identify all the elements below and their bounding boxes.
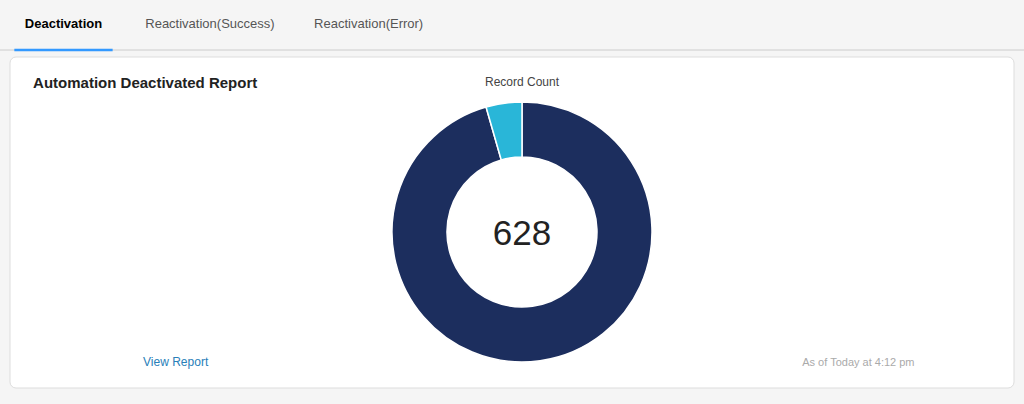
svg-text:Record Count: Record Count xyxy=(485,75,560,89)
svg-text:As of Today at 4:12 pm: As of Today at 4:12 pm xyxy=(802,356,914,368)
svg-text:628: 628 xyxy=(493,213,551,252)
svg-text:View Report: View Report xyxy=(143,355,209,369)
svg-text:Deactivation: Deactivation xyxy=(25,16,102,31)
svg-text:Reactivation(Success): Reactivation(Success) xyxy=(145,16,274,31)
svg-text:Automation Deactivated Report: Automation Deactivated Report xyxy=(33,74,257,91)
svg-text:Reactivation(Error): Reactivation(Error) xyxy=(314,16,423,31)
